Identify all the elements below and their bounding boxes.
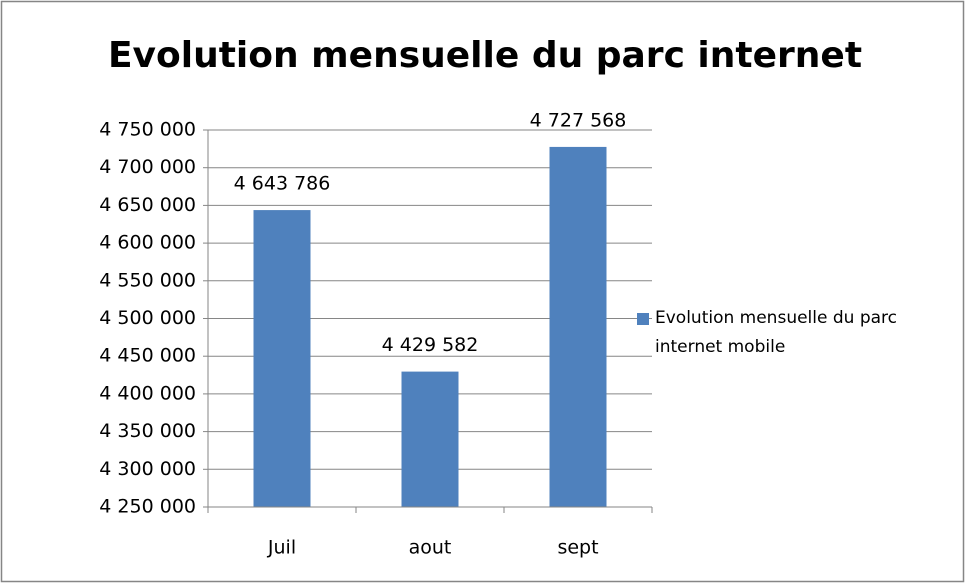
y-tick-label: 4 550 000: [99, 269, 196, 291]
x-tick-label: Juil: [267, 537, 296, 559]
bar: [253, 210, 311, 507]
legend: Evolution mensuelle du parc internet mob…: [637, 304, 957, 362]
bar: [401, 371, 459, 507]
y-tick-label: 4 350 000: [99, 420, 196, 442]
value-label: 4 429 582: [382, 334, 479, 356]
value-label: 4 727 568: [530, 109, 627, 131]
y-tick-label: 4 300 000: [99, 458, 196, 480]
y-tick-label: 4 750 000: [99, 119, 196, 141]
legend-swatch: [637, 313, 649, 325]
x-tick-label: sept: [557, 537, 598, 559]
y-tick-label: 4 600 000: [99, 232, 196, 254]
y-tick-label: 4 250 000: [99, 496, 196, 518]
x-tick-label: aout: [409, 537, 452, 559]
value-label: 4 643 786: [234, 173, 331, 195]
y-tick-label: 4 400 000: [99, 382, 196, 404]
legend-label: Evolution mensuelle du parc internet mob…: [655, 308, 898, 357]
y-tick-label: 4 700 000: [99, 156, 196, 178]
chart-title: Evolution mensuelle du parc internet: [108, 35, 862, 76]
y-tick-label: 4 650 000: [99, 194, 196, 216]
y-tick-label: 4 450 000: [99, 345, 196, 367]
bar: [549, 146, 607, 507]
y-tick-label: 4 500 000: [99, 307, 196, 329]
